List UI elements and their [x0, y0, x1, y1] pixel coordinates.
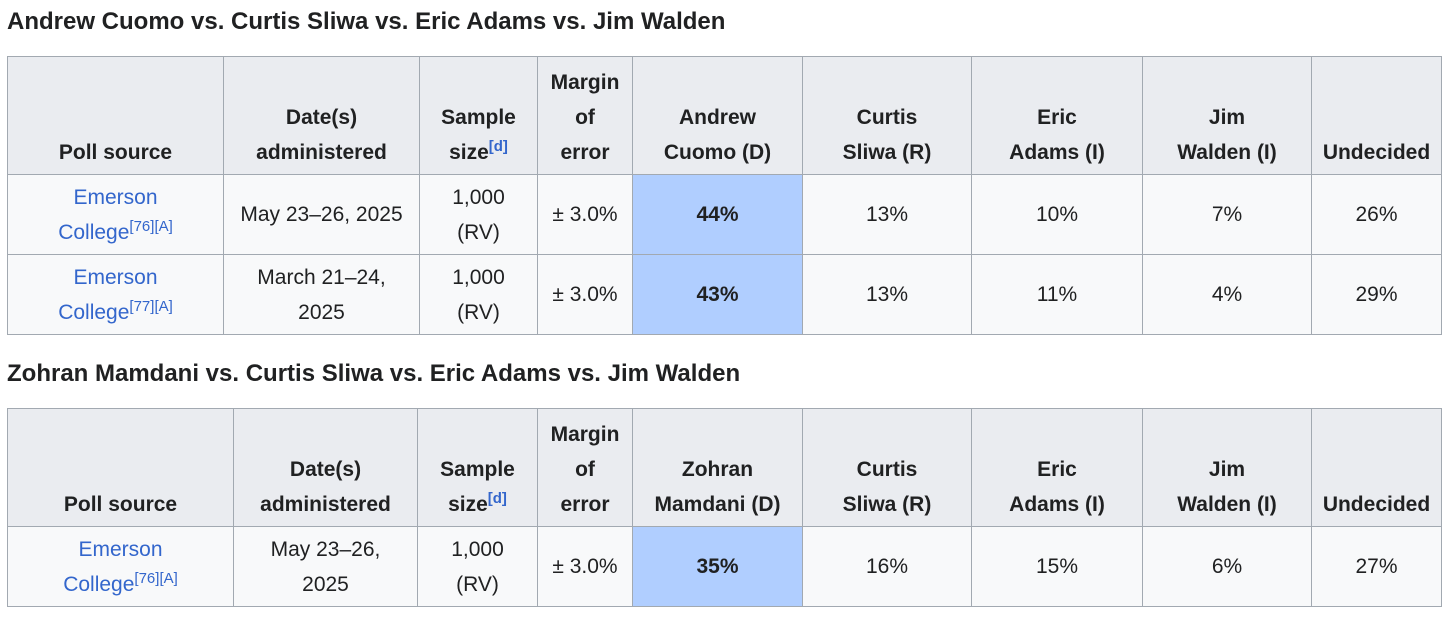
undecided-cell: 27%	[1311, 526, 1442, 607]
value-cell: 4%	[1142, 254, 1312, 335]
leader-value-cell: 44%	[632, 174, 803, 255]
header-candidate-adams[interactable]: Eric Adams (I)	[971, 56, 1143, 175]
header-candidate-walden[interactable]: Jim Walden (I)	[1142, 56, 1312, 175]
header-poll-source[interactable]: Poll source	[7, 408, 234, 527]
footnote-link[interactable]: [d]	[488, 138, 508, 155]
header-undecided[interactable]: Undecided	[1311, 56, 1442, 175]
date-cell: March 21–24, 2025	[223, 254, 420, 335]
undecided-cell: 29%	[1311, 254, 1442, 335]
sample-cell: 1,000 (RV)	[417, 526, 538, 607]
header-dates[interactable]: Date(s) administered	[233, 408, 418, 527]
table-row: Emerson College[77][A] March 21–24, 2025 1…	[7, 254, 1442, 335]
header-sample-size[interactable]: Sample size[d]	[419, 56, 538, 175]
value-cell: 16%	[802, 526, 972, 607]
header-candidate-mamdani[interactable]: Zohran Mamdani (D)	[632, 408, 803, 527]
moe-cell: ± 3.0%	[537, 254, 633, 335]
footnote-link[interactable]: [d]	[487, 490, 507, 507]
value-cell: 7%	[1142, 174, 1312, 255]
table-row: Emerson College[76][A] May 23–26, 2025 1,0…	[7, 526, 1442, 607]
header-poll-source[interactable]: Poll source	[7, 56, 224, 175]
poll-source-cell: Emerson College[77][A]	[7, 254, 224, 335]
header-candidate-sliwa[interactable]: Curtis Sliwa (R)	[802, 56, 972, 175]
note-link[interactable]: [A]	[154, 297, 173, 315]
reference-link[interactable]: [76]	[134, 569, 160, 587]
poll-table: Poll source Date(s) administered Sample …	[7, 56, 1442, 335]
table-row: Emerson College[76][A] May 23–26, 2025 1,…	[7, 174, 1442, 255]
moe-cell: ± 3.0%	[537, 526, 633, 607]
sample-cell: 1,000 (RV)	[419, 254, 538, 335]
poll-source-link[interactable]: Emerson College	[58, 185, 158, 244]
value-cell: 13%	[802, 254, 972, 335]
header-dates[interactable]: Date(s) administered	[223, 56, 420, 175]
reference-link[interactable]: [77]	[129, 297, 155, 315]
date-cell: May 23–26, 2025	[233, 526, 418, 607]
undecided-cell: 26%	[1311, 174, 1442, 255]
reference-link[interactable]: [76]	[129, 217, 155, 235]
header-candidate-sliwa[interactable]: Curtis Sliwa (R)	[802, 408, 972, 527]
header-margin-of-error[interactable]: Margin of error	[537, 408, 633, 527]
poll-source-cell: Emerson College[76][A]	[7, 526, 234, 607]
sample-cell: 1,000 (RV)	[419, 174, 538, 255]
header-row: Poll source Date(s) administered Sample …	[7, 56, 1442, 175]
poll-source-link[interactable]: Emerson College	[63, 537, 163, 596]
note-link[interactable]: [A]	[154, 217, 173, 235]
date-cell: May 23–26, 2025	[223, 174, 420, 255]
header-candidate-cuomo[interactable]: Andrew Cuomo (D)	[632, 56, 803, 175]
leader-value-cell: 35%	[632, 526, 803, 607]
section-heading: Zohran Mamdani vs. Curtis Sliwa vs. Eric…	[7, 360, 741, 387]
moe-cell: ± 3.0%	[537, 174, 633, 255]
header-margin-of-error[interactable]: Margin of error	[537, 56, 633, 175]
note-link[interactable]: [A]	[159, 569, 178, 587]
value-cell: 11%	[971, 254, 1143, 335]
header-candidate-walden[interactable]: Jim Walden (I)	[1142, 408, 1312, 527]
value-cell: 15%	[971, 526, 1143, 607]
leader-value-cell: 43%	[632, 254, 803, 335]
header-sample-size[interactable]: Sample size[d]	[417, 408, 538, 527]
value-cell: 6%	[1142, 526, 1312, 607]
value-cell: 10%	[971, 174, 1143, 255]
header-candidate-adams[interactable]: Eric Adams (I)	[971, 408, 1143, 527]
header-undecided[interactable]: Undecided	[1311, 408, 1442, 527]
value-cell: 13%	[802, 174, 972, 255]
poll-source-link[interactable]: Emerson College	[58, 265, 158, 324]
poll-table: Poll source Date(s) administered Sample …	[7, 408, 1442, 607]
header-row: Poll source Date(s) administered Sample …	[7, 408, 1442, 527]
section-heading: Andrew Cuomo vs. Curtis Sliwa vs. Eric A…	[7, 8, 726, 35]
poll-source-cell: Emerson College[76][A]	[7, 174, 224, 255]
